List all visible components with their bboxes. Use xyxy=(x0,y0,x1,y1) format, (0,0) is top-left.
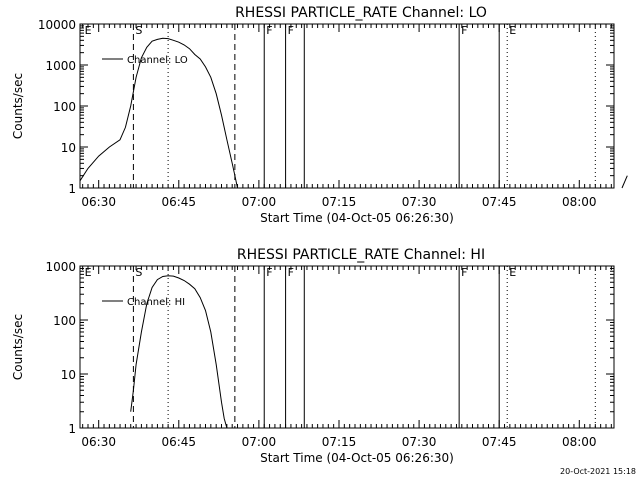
event-marker-label: F xyxy=(288,266,294,279)
y-tick-label: 100 xyxy=(53,314,76,328)
series-line xyxy=(79,37,238,189)
x-tick-label: 08:00 xyxy=(562,195,597,209)
x-tick-label: 07:30 xyxy=(402,195,437,209)
series-line xyxy=(621,175,628,189)
event-marker-label: F xyxy=(461,24,467,37)
chart-panel: RHESSI PARTICLE_RATE Channel: LO 1 10 100 10… xyxy=(11,5,628,225)
chart-panel: RHESSI PARTICLE_RATE Channel: HI 1 10 100 10… xyxy=(11,247,615,465)
x-tick-label: 07:00 xyxy=(242,435,277,449)
y-tick-label: 1000 xyxy=(45,260,76,274)
y-axis-label: Counts/sec xyxy=(11,73,25,139)
y-tick-label: 10 xyxy=(61,368,76,382)
x-axis-label: Start Time (04-Oct-05 06:26:30) xyxy=(260,211,454,225)
event-marker-label: F xyxy=(266,24,272,37)
plot-frame xyxy=(79,265,615,429)
event-marker-label: F xyxy=(461,266,467,279)
x-axis-label: Start Time (04-Oct-05 06:26:30) xyxy=(260,451,454,465)
x-tick-label: 07:45 xyxy=(482,195,517,209)
creation-timestamp: 20-Oct-2021 15:18 xyxy=(560,467,636,476)
event-marker-label: F xyxy=(288,24,294,37)
y-tick-label: 10000 xyxy=(38,18,76,32)
series-line xyxy=(130,275,228,429)
y-tick-label: 1000 xyxy=(45,59,76,73)
chart-title: RHESSI PARTICLE_RATE Channel: HI xyxy=(237,247,485,263)
x-tick-label: 07:15 xyxy=(322,435,357,449)
legend-label: Channel: HI xyxy=(127,297,185,308)
legend-label: Channel: LO xyxy=(127,55,188,66)
event-marker-label: E xyxy=(85,24,92,37)
event-marker-label: E xyxy=(85,266,92,279)
y-tick-label: 10 xyxy=(61,141,76,155)
event-marker-label: S xyxy=(135,266,142,279)
event-marker-label: F xyxy=(266,266,272,279)
x-tick-label: 06:45 xyxy=(161,195,196,209)
event-marker-label: E xyxy=(509,24,516,37)
x-tick-label: 07:30 xyxy=(402,435,437,449)
chart-title: RHESSI PARTICLE_RATE Channel: LO xyxy=(235,5,487,21)
x-tick-label: 06:45 xyxy=(161,435,196,449)
y-axis-label: Counts/sec xyxy=(11,314,25,380)
x-tick-label: 06:30 xyxy=(81,435,116,449)
event-marker-label: S xyxy=(135,24,142,37)
x-tick-label: 06:30 xyxy=(81,195,116,209)
event-marker-label: E xyxy=(509,266,516,279)
x-tick-label: 08:00 xyxy=(562,435,597,449)
y-tick-label: 1 xyxy=(68,182,76,196)
y-tick-label: 100 xyxy=(53,100,76,114)
x-tick-label: 07:45 xyxy=(482,435,517,449)
x-tick-label: 07:15 xyxy=(322,195,357,209)
y-tick-label: 1 xyxy=(68,422,76,436)
x-tick-label: 07:00 xyxy=(242,195,277,209)
